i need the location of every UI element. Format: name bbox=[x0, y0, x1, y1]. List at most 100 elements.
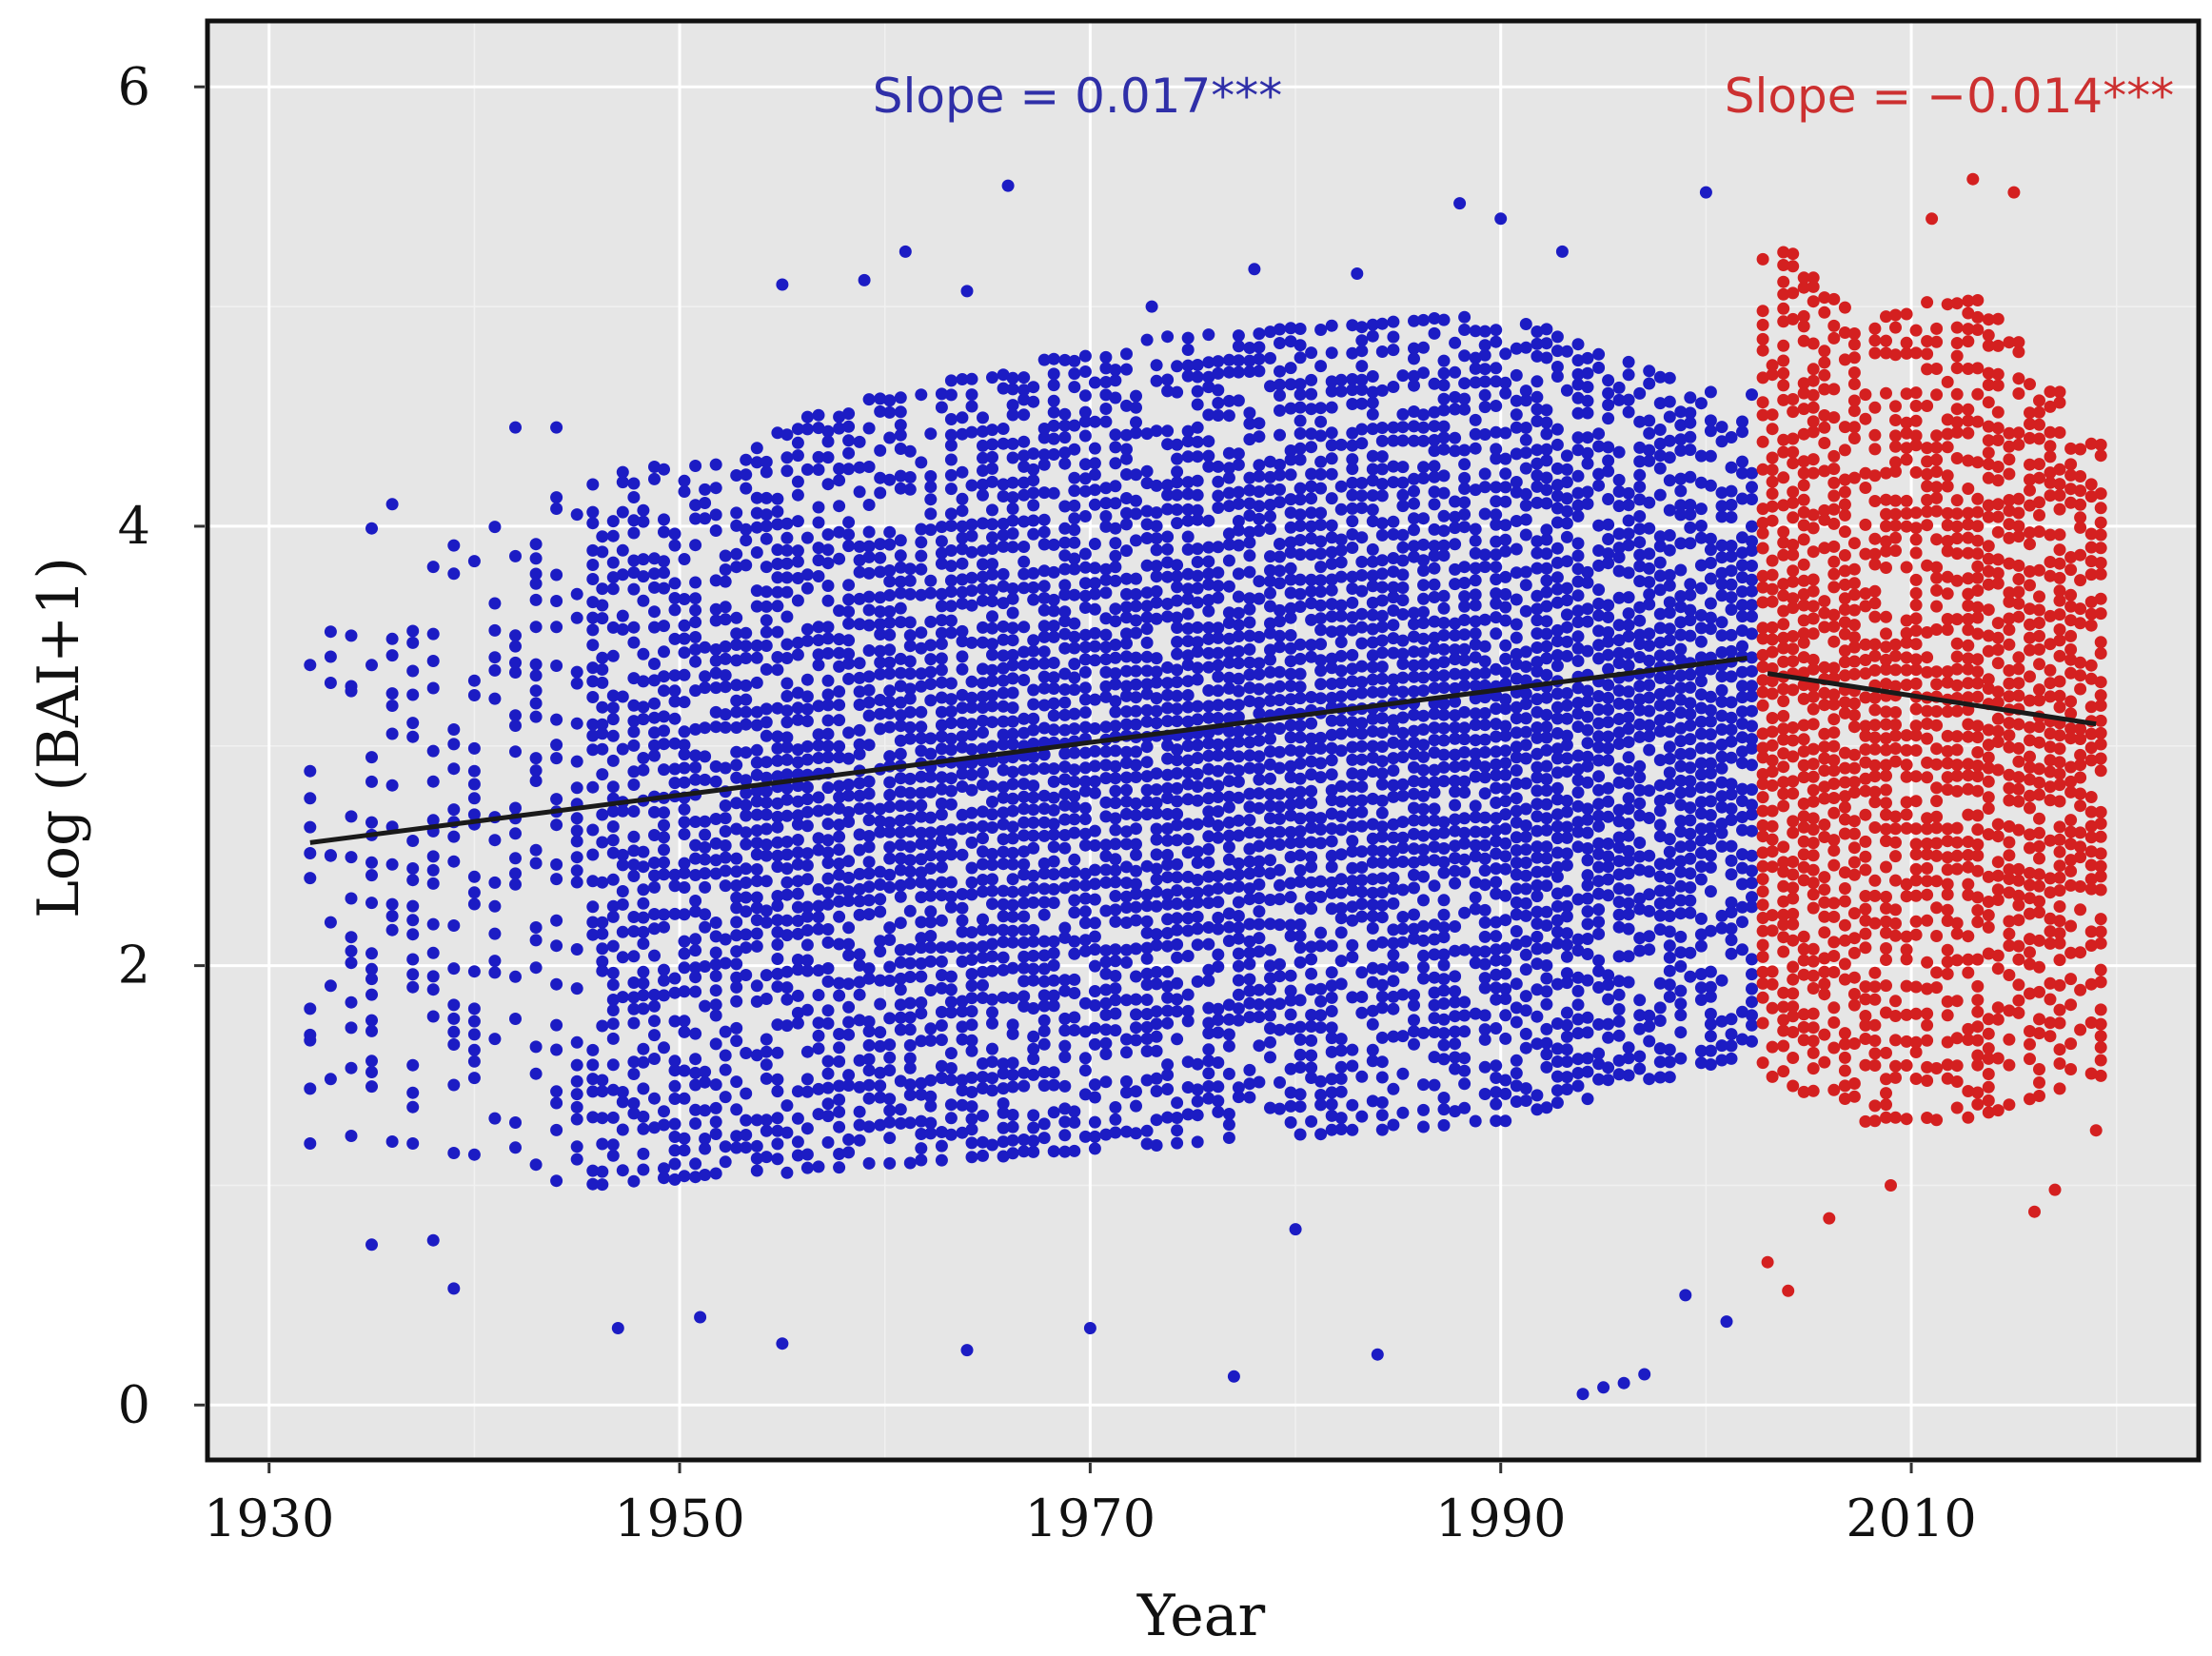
data-point bbox=[986, 796, 998, 808]
data-point bbox=[365, 973, 378, 986]
data-point bbox=[894, 1074, 907, 1088]
data-point bbox=[1109, 1126, 1122, 1139]
data-point bbox=[1408, 736, 1420, 749]
data-point bbox=[1171, 834, 1184, 847]
data-point bbox=[1253, 524, 1266, 538]
data-point bbox=[1068, 947, 1081, 960]
data-point bbox=[1375, 844, 1389, 858]
data-point bbox=[719, 1091, 732, 1104]
data-point bbox=[1674, 1052, 1688, 1065]
data-point bbox=[1243, 509, 1256, 522]
data-point bbox=[1449, 336, 1462, 349]
data-point bbox=[1663, 766, 1676, 779]
data-point bbox=[935, 742, 948, 756]
data-point bbox=[924, 574, 938, 587]
data-point bbox=[842, 1069, 856, 1082]
data-point bbox=[1674, 499, 1688, 512]
data-point bbox=[986, 424, 998, 437]
data-point bbox=[1181, 635, 1195, 648]
data-point bbox=[1499, 720, 1512, 733]
data-point bbox=[1243, 695, 1256, 708]
data-point bbox=[1746, 1035, 1758, 1048]
data-point bbox=[1531, 480, 1544, 493]
data-point bbox=[730, 929, 743, 942]
data-point bbox=[1478, 733, 1491, 746]
data-point bbox=[771, 1137, 784, 1151]
data-point bbox=[1510, 394, 1523, 407]
data-point bbox=[570, 1035, 583, 1049]
data-point bbox=[1550, 1084, 1564, 1097]
data-point bbox=[699, 1065, 712, 1078]
data-point bbox=[1068, 1115, 1081, 1129]
data-point bbox=[406, 968, 420, 981]
data-point bbox=[1222, 409, 1235, 423]
data-point bbox=[1088, 1130, 1101, 1143]
data-point bbox=[1519, 882, 1532, 896]
data-point bbox=[1428, 721, 1441, 735]
data-point bbox=[800, 954, 814, 967]
data-point bbox=[862, 461, 876, 473]
data-point bbox=[903, 840, 917, 854]
data-point bbox=[1047, 791, 1060, 804]
data-point bbox=[1058, 667, 1072, 680]
data-point bbox=[1756, 991, 1769, 1004]
data-point bbox=[678, 739, 691, 752]
data-point bbox=[935, 730, 948, 743]
data-point bbox=[956, 373, 969, 385]
data-point bbox=[821, 846, 835, 859]
data-point bbox=[1417, 763, 1430, 777]
data-point bbox=[1130, 704, 1142, 718]
data-point bbox=[1305, 467, 1318, 481]
data-point bbox=[1550, 660, 1564, 673]
data-point bbox=[1531, 1089, 1544, 1102]
data-point bbox=[1088, 693, 1101, 706]
data-point bbox=[1510, 925, 1523, 937]
data-point bbox=[1408, 497, 1420, 510]
data-point bbox=[771, 600, 784, 613]
data-point bbox=[1478, 852, 1491, 865]
data-point bbox=[833, 989, 846, 1002]
data-point bbox=[1540, 708, 1553, 721]
data-point bbox=[1274, 838, 1286, 851]
data-point bbox=[1150, 783, 1163, 797]
data-point bbox=[1560, 1071, 1573, 1084]
data-point bbox=[1746, 599, 1758, 612]
data-point bbox=[883, 643, 897, 657]
data-point bbox=[1088, 1115, 1101, 1129]
data-point bbox=[1334, 1072, 1348, 1085]
data-point bbox=[750, 1049, 763, 1062]
data-point bbox=[1355, 885, 1369, 898]
data-point bbox=[1531, 1103, 1544, 1116]
data-point bbox=[1653, 636, 1667, 649]
data-point bbox=[1212, 1080, 1225, 1094]
data-point bbox=[1387, 673, 1400, 686]
data-point bbox=[833, 1148, 846, 1160]
data-point bbox=[1181, 424, 1195, 438]
data-point bbox=[1047, 1066, 1060, 1079]
data-point bbox=[1704, 821, 1717, 835]
data-point bbox=[1058, 431, 1072, 444]
data-point bbox=[924, 427, 938, 441]
data-point bbox=[1408, 1014, 1420, 1027]
data-point bbox=[1643, 598, 1656, 611]
data-point bbox=[1540, 972, 1553, 985]
data-point bbox=[606, 820, 620, 833]
data-point bbox=[1181, 450, 1195, 463]
data-point bbox=[1078, 415, 1092, 428]
data-point bbox=[365, 1080, 378, 1094]
data-point bbox=[1078, 813, 1092, 826]
data-point bbox=[771, 651, 784, 663]
data-point bbox=[1078, 720, 1092, 734]
data-point bbox=[1510, 740, 1523, 754]
data-point bbox=[1560, 858, 1573, 872]
data-point bbox=[709, 666, 722, 680]
data-point bbox=[529, 752, 543, 765]
data-point bbox=[1602, 969, 1615, 982]
data-point bbox=[345, 851, 358, 864]
data-point bbox=[760, 875, 773, 888]
data-point bbox=[1058, 446, 1072, 460]
data-point bbox=[1346, 623, 1359, 637]
data-point bbox=[699, 1075, 712, 1089]
data-point bbox=[1181, 912, 1195, 925]
data-point bbox=[1140, 978, 1154, 992]
